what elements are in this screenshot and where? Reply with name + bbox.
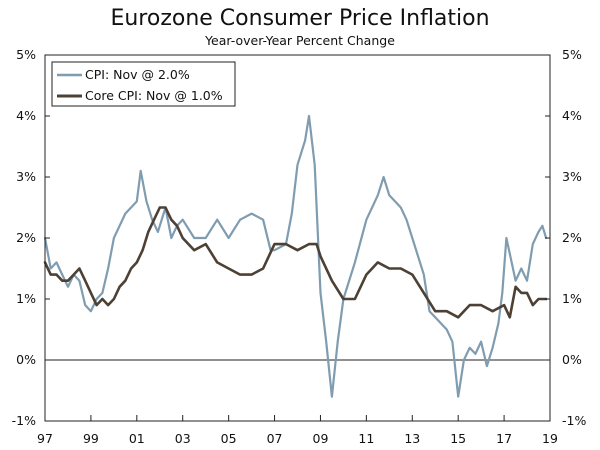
x-tick-label: 09 (313, 431, 329, 446)
y-tick-label-left: -1% (12, 413, 36, 428)
x-tick-label: 03 (175, 431, 191, 446)
y-tick-label-right: 3% (562, 169, 582, 184)
y-tick-label-right: -1% (562, 413, 586, 428)
x-tick-label: 19 (542, 431, 558, 446)
x-tick-label: 05 (221, 431, 237, 446)
y-tick-label-left: 1% (16, 291, 36, 306)
series-layer (43, 114, 548, 398)
y-tick-label-left: 5% (16, 47, 36, 62)
x-tick-label: 97 (37, 431, 53, 446)
x-tick-label: 13 (404, 431, 420, 446)
legend: CPI: Nov @ 2.0% Core CPI: Nov @ 1.0% (51, 61, 236, 107)
series-line-cpi (43, 114, 548, 398)
y-tick-label-left: 4% (16, 108, 36, 123)
y-tick-label-right: 4% (562, 108, 582, 123)
legend-box (51, 61, 236, 107)
y-tick-label-left: 2% (16, 230, 36, 245)
chart-title: Eurozone Consumer Price Inflation (110, 6, 490, 31)
x-tick-label: 15 (450, 431, 466, 446)
legend-label-core-cpi: Core CPI: Nov @ 1.0% (85, 88, 223, 103)
y-tick-label-left: 3% (16, 169, 36, 184)
chart-subtitle: Year-over-Year Percent Change (205, 33, 395, 48)
x-tick-label: 99 (83, 431, 99, 446)
legend-label-cpi: CPI: Nov @ 2.0% (85, 67, 190, 82)
series-line-core-cpi (43, 206, 548, 319)
x-tick-label: 11 (358, 431, 374, 446)
axis-layer: -1% -1% 0% 0% 1% 1% 2% 2% 3% 3% 4% 4% 5% 5% 97 99 01 03 05… (12, 47, 587, 446)
y-tick-label-right: 5% (562, 47, 582, 62)
x-tick-label: 17 (496, 431, 512, 446)
y-tick-label-right: 2% (562, 230, 582, 245)
y-tick-label-right: 1% (562, 291, 582, 306)
plot-frame (44, 54, 551, 422)
x-tick-label: 01 (129, 431, 145, 446)
y-tick-label-left: 0% (16, 352, 36, 367)
y-tick-label-right: 0% (562, 352, 582, 367)
x-tick-label: 07 (267, 431, 283, 446)
